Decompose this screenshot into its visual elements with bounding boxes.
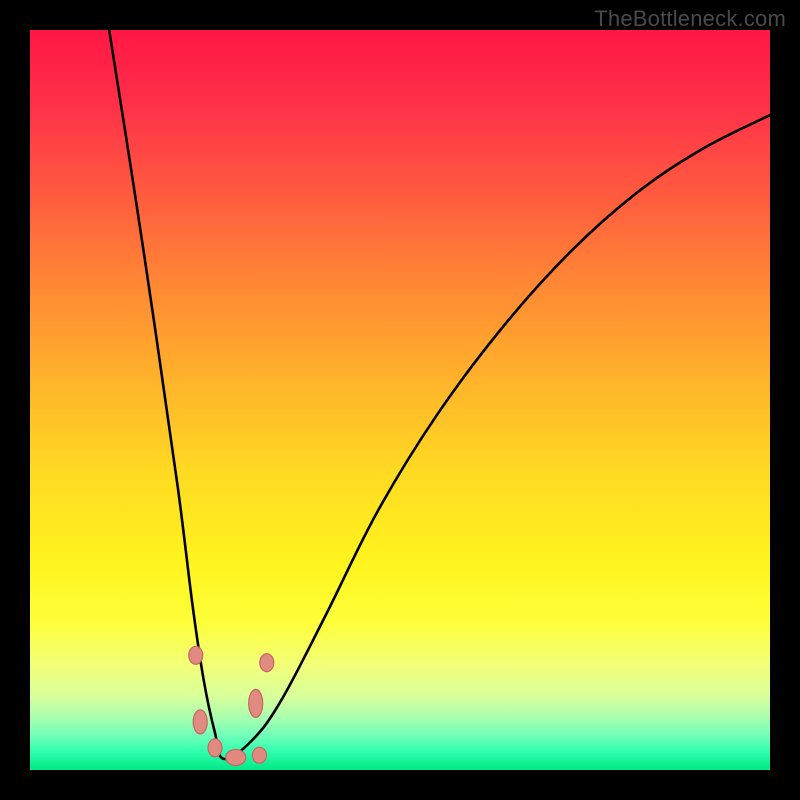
data-marker	[193, 710, 207, 734]
watermark-text: TheBottleneck.com	[594, 6, 786, 32]
bottleneck-curve	[109, 30, 770, 759]
chart-frame: TheBottleneck.com	[0, 0, 800, 800]
data-marker	[208, 739, 222, 757]
plot-area	[30, 30, 770, 770]
data-marker	[260, 654, 274, 672]
data-marker	[252, 747, 266, 763]
data-marker	[226, 749, 246, 765]
curve-layer	[30, 30, 770, 770]
data-marker	[189, 646, 203, 664]
data-marker	[249, 689, 263, 717]
